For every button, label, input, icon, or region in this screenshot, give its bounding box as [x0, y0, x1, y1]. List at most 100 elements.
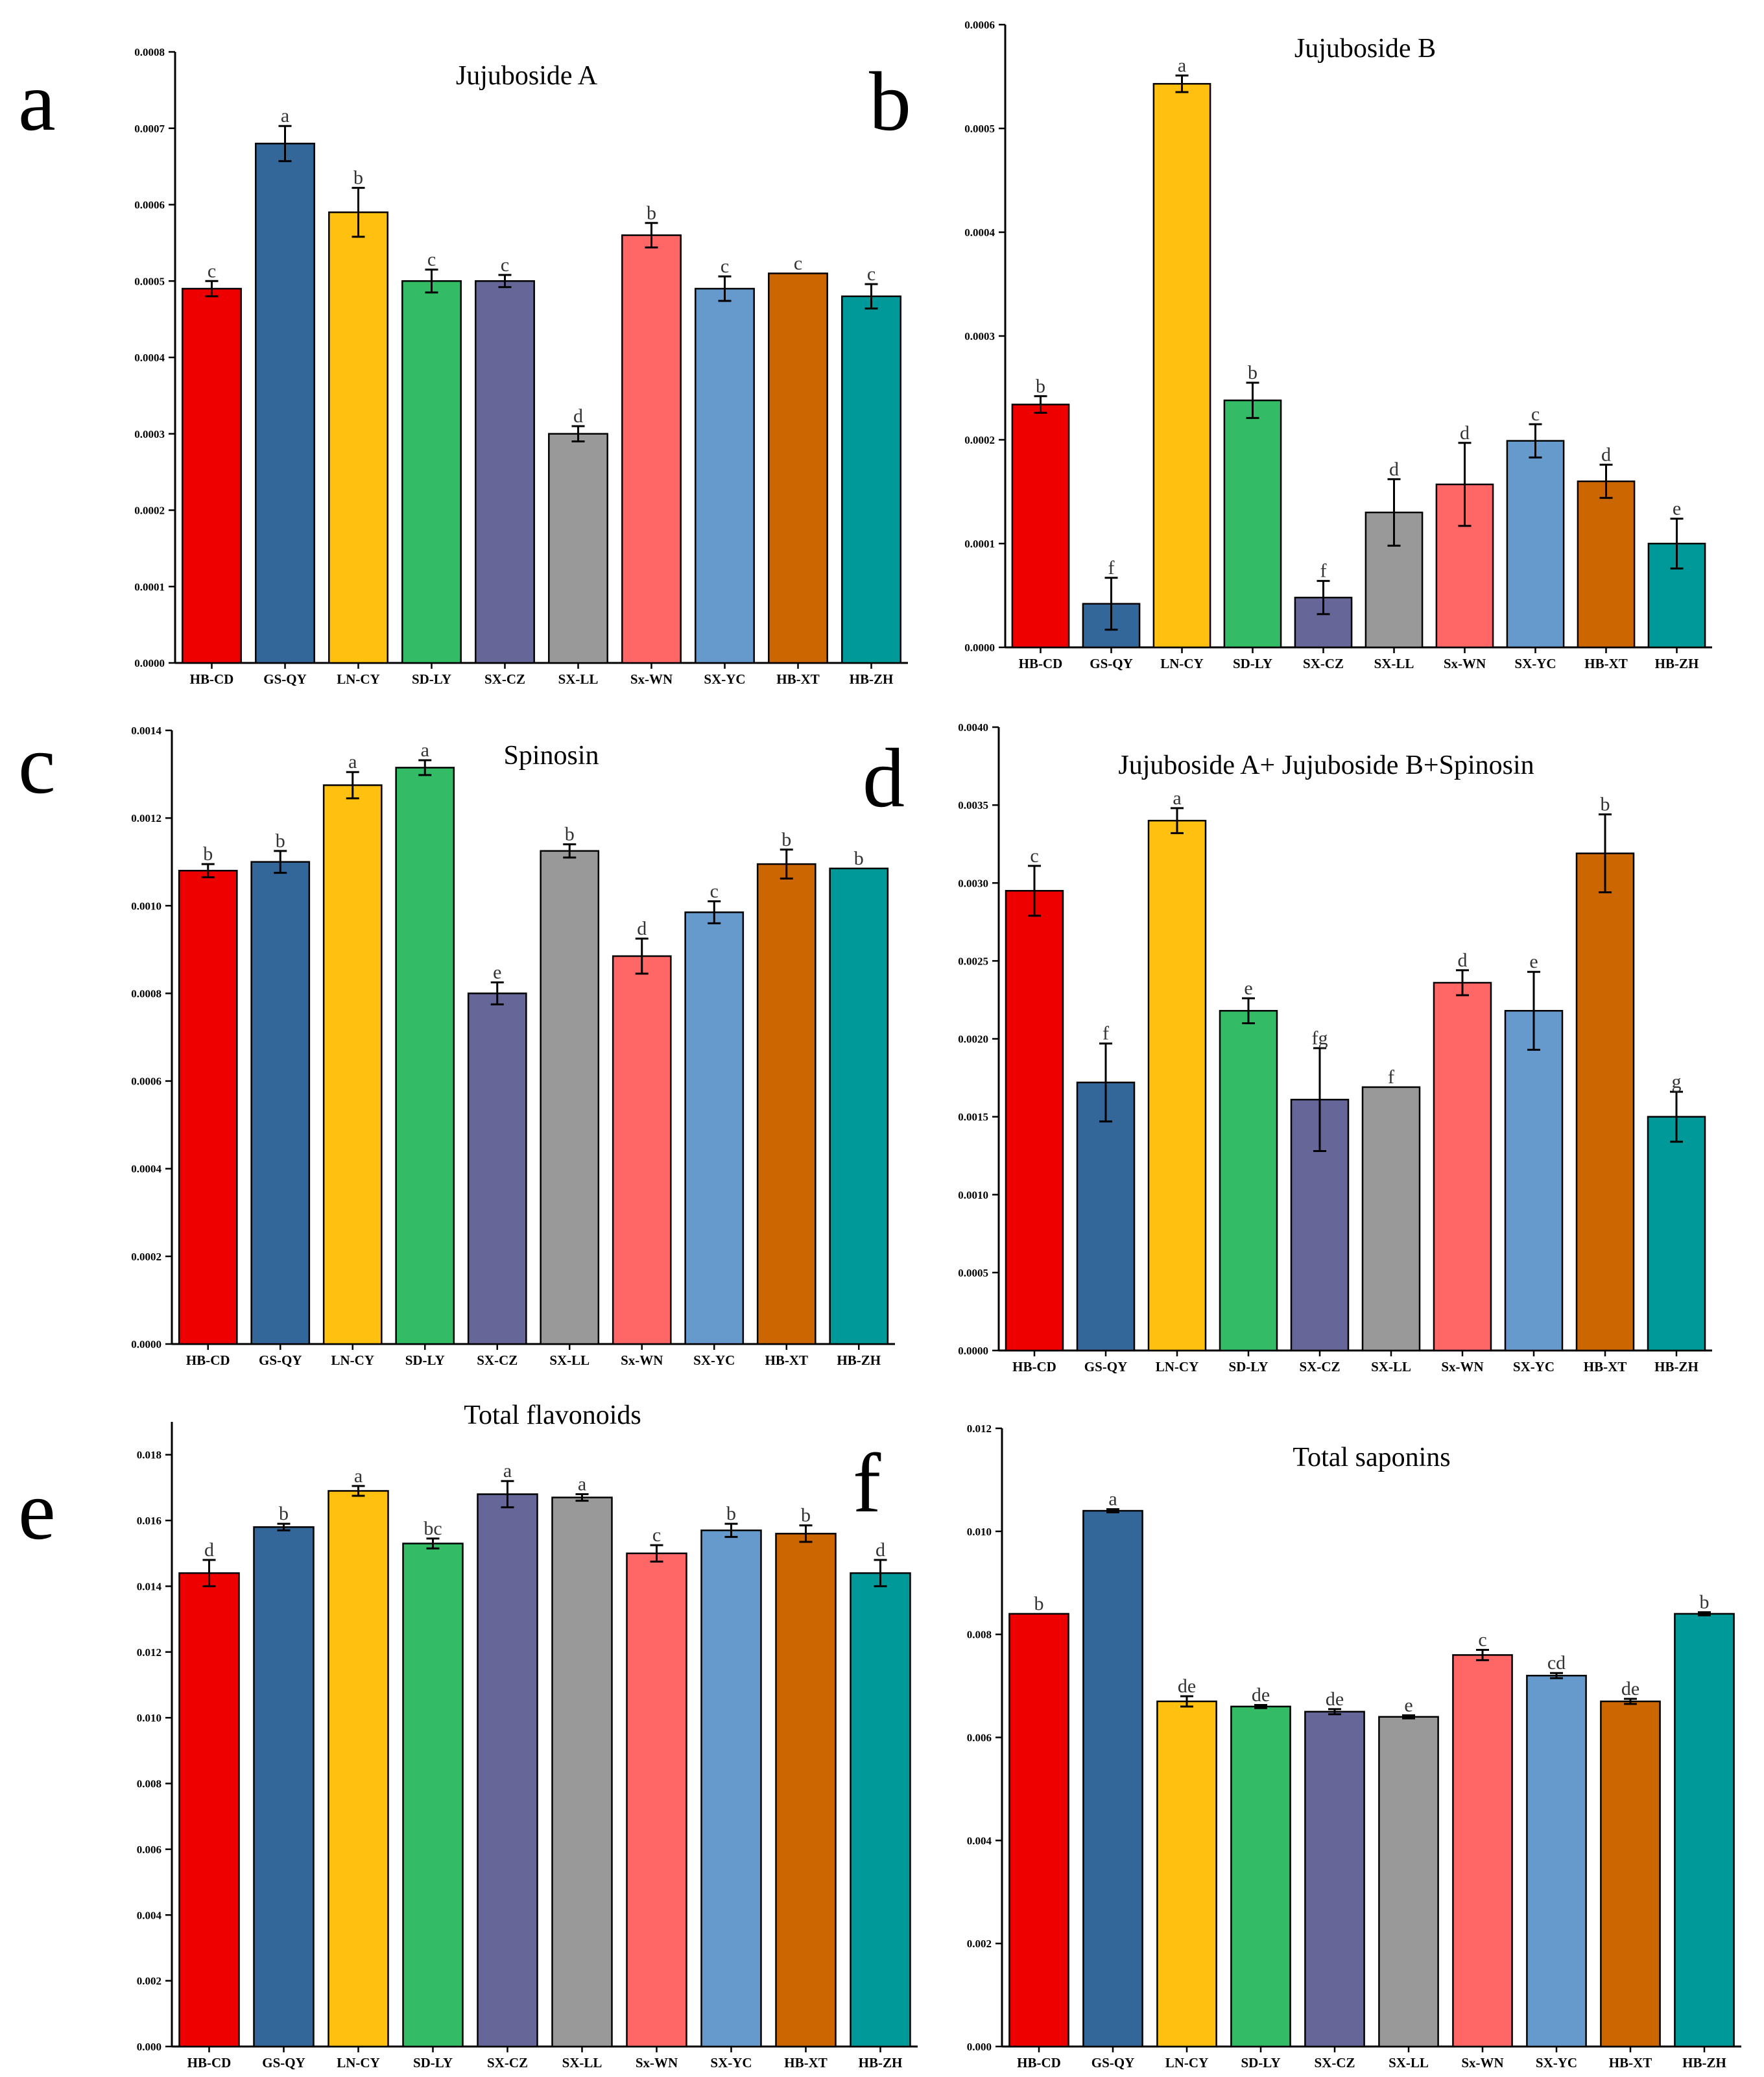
x-tick-label: Sx-WN — [1441, 1359, 1483, 1375]
significance-label: c — [867, 263, 876, 285]
bar-ln-cy — [322, 784, 383, 1345]
error-bar — [799, 1524, 813, 1543]
x-tick-label: HB-XT — [776, 671, 820, 687]
significance-label: f — [1108, 557, 1115, 579]
error-bar — [874, 1559, 887, 1587]
y-tick-label: 0.014 — [137, 1580, 162, 1592]
y-tick-label: 0.0025 — [958, 955, 988, 967]
y-tick-label: 0.018 — [137, 1449, 161, 1461]
x-tick-label: HB-CD — [1017, 2055, 1061, 2071]
significance-label: f — [1102, 1023, 1109, 1044]
x-tick-label: LN-CY — [1156, 1359, 1199, 1375]
x-tick-label: SX-CZ — [487, 2055, 528, 2071]
bar-hb-zh — [1674, 1613, 1735, 2048]
x-tick-label: SD-LY — [412, 671, 451, 687]
bar-ln-cy — [328, 1490, 389, 2048]
x-tick-label: GS-QY — [1091, 2055, 1135, 2071]
error-bar — [864, 283, 878, 310]
bar-sx-yc — [700, 1530, 762, 2048]
error-bar — [425, 269, 438, 294]
y-tick-label: 0.0005 — [134, 275, 165, 287]
bar-hb-xt — [1577, 480, 1636, 649]
x-tick-label: HB-XT — [1584, 1359, 1627, 1375]
significance-label: d — [204, 1539, 214, 1561]
significance-label: d — [876, 1539, 885, 1561]
chart-title: Total flavonoids — [464, 1400, 641, 1430]
significance-label: a — [1178, 54, 1186, 76]
y-tick-label: 0.0007 — [134, 123, 165, 135]
significance-label: b — [781, 829, 791, 850]
bar-sx-yc — [684, 911, 745, 1345]
x-tick-label: HB-CD — [190, 671, 234, 687]
significance-label: d — [1458, 950, 1468, 971]
error-bar — [1698, 1611, 1711, 1616]
y-tick-label: 0.0002 — [134, 505, 165, 517]
x-tick-label: HB-ZH — [859, 2055, 903, 2071]
error-bar — [1104, 577, 1118, 631]
error-bar — [1180, 1695, 1193, 1708]
significance-label: b — [1034, 1593, 1044, 1615]
bar-gs-qy — [255, 143, 315, 664]
y-tick-label: 0.002 — [967, 1938, 992, 1950]
panel-letter: c — [18, 718, 56, 811]
significance-label: b — [353, 167, 363, 189]
x-tick-label: HB-ZH — [1655, 656, 1699, 671]
x-tick-label: LN-CY — [337, 2055, 380, 2071]
x-tick-label: SX-CZ — [1314, 2055, 1355, 2071]
significance-label: b — [801, 1505, 811, 1526]
x-tick-label: GS-QY — [1090, 656, 1133, 671]
error-bar — [1034, 395, 1047, 414]
significance-label: cd — [1547, 1652, 1566, 1674]
y-tick-label: 0.0003 — [964, 330, 995, 342]
significance-label: a — [281, 105, 289, 126]
significance-label: c — [721, 256, 729, 277]
significance-label: c — [1478, 1629, 1486, 1650]
error-bar — [1106, 1508, 1119, 1513]
bar-hb-zh — [841, 295, 901, 664]
significance-label: c — [427, 249, 436, 270]
bar-hb-xt — [1600, 1700, 1661, 2048]
y-tick-label: 0.0006 — [964, 19, 995, 31]
y-tick-label: 0.0015 — [958, 1111, 988, 1123]
significance-label: f — [1388, 1066, 1394, 1088]
significance-label: d — [1460, 422, 1470, 444]
x-tick-label: SX-YC — [693, 1352, 735, 1368]
bar-sx-cz — [477, 1493, 538, 2048]
bar-gs-qy — [1076, 1081, 1136, 1352]
significance-label: c — [208, 260, 216, 282]
bar-hb-zh — [1647, 1116, 1706, 1352]
chart-panel-d: d Jujuboside A+ Jujuboside B+Spinosin 0.00… — [863, 721, 1712, 1375]
bar-hb-xt — [1575, 852, 1635, 1352]
x-tick-label: SD-LY — [413, 2055, 453, 2071]
y-tick-label: 0.004 — [967, 1834, 992, 1847]
bar-sx-ll — [551, 1496, 613, 2048]
x-tick-label: SX-YC — [1513, 1359, 1555, 1375]
x-tick-label: SX-CZ — [477, 1352, 518, 1368]
error-bar — [1313, 1047, 1326, 1152]
significance-label: e — [1244, 978, 1252, 999]
y-tick-label: 0.0008 — [131, 987, 161, 1000]
error-bar — [1387, 478, 1401, 547]
x-tick-label: HB-XT — [784, 2055, 828, 2071]
y-tick-label: 0.0005 — [958, 1267, 988, 1279]
error-bar — [780, 848, 793, 880]
bar-sx-wn — [626, 1552, 687, 2048]
error-bar — [346, 771, 359, 800]
x-tick-label: SX-LL — [1389, 2055, 1429, 2071]
significance-label: de — [1621, 1678, 1639, 1699]
y-tick-label: 0.0010 — [958, 1189, 988, 1201]
x-tick-label: SX-CZ — [484, 671, 525, 687]
error-bar — [1456, 969, 1469, 996]
error-bar — [205, 280, 219, 298]
y-tick-label: 0.0006 — [134, 199, 165, 211]
error-bar — [1254, 1703, 1267, 1709]
x-tick-label: SD-LY — [1241, 2055, 1280, 2071]
error-bar — [1670, 1090, 1683, 1143]
significance-label: d — [1389, 459, 1399, 480]
x-tick-label: SD-LY — [1228, 1359, 1268, 1375]
significance-label: e — [1529, 951, 1538, 972]
x-tick-label: SX-LL — [562, 2055, 602, 2071]
bar-ln-cy — [1152, 82, 1211, 649]
x-tick-label: GS-QY — [1084, 1359, 1128, 1375]
bar-hb-zh — [850, 1572, 911, 2048]
